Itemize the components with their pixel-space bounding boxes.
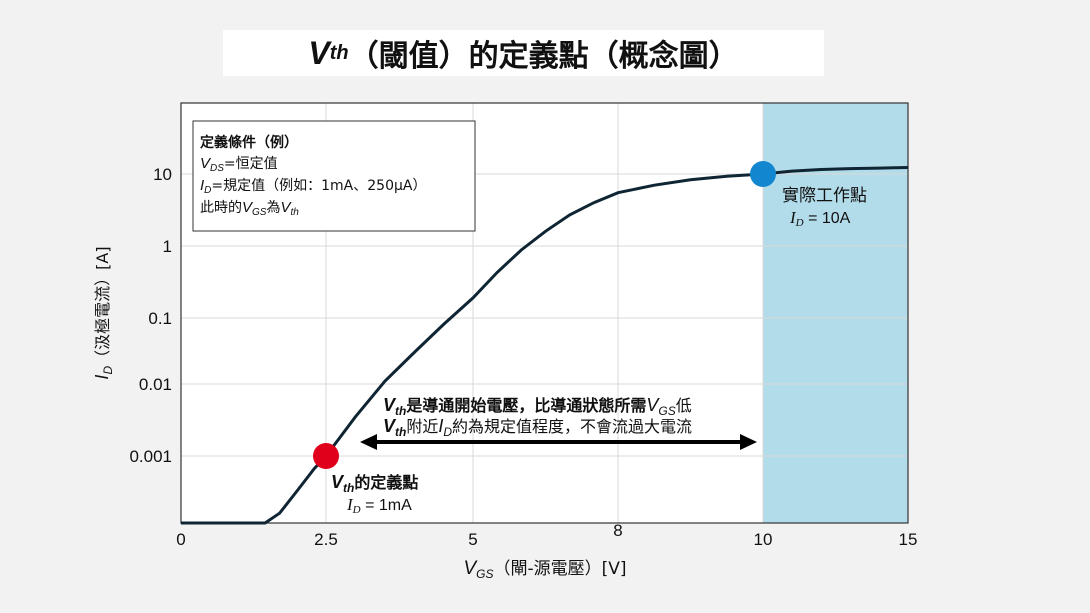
operating-point-label: 實際工作點 — [782, 186, 867, 206]
title-v: V — [308, 34, 330, 71]
id-vgs-curve — [181, 166, 909, 525]
vth-point-label: Vth的定義點 — [331, 472, 418, 495]
y-tick-label-2: 0.1 — [148, 309, 172, 328]
y-tick-label-4: 0.001 — [129, 447, 172, 466]
operating-point-value: ID = 10A — [789, 208, 851, 229]
info-box: 定義條件（例） VDS=恒定值 ID=規定值（例如：1mA、250μA） 此時的… — [192, 120, 476, 232]
x-tick-label-0: 0 — [176, 530, 185, 549]
title-text: （閾值）的定義點（概念圖） — [348, 39, 739, 74]
arrow-head-left — [360, 434, 377, 450]
info-box-frame — [192, 120, 476, 232]
x-tick-label-4: 10 — [754, 530, 773, 549]
x-tick-label-2: 5 — [468, 530, 477, 549]
vth-range-arrow — [360, 434, 757, 450]
y-tick-label-0: 10 — [153, 165, 172, 184]
info-line-vds: VDS=恒定值 — [200, 155, 278, 174]
info-heading: 定義條件（例） — [200, 134, 298, 151]
x-tick-label-5: 15 — [899, 530, 918, 549]
markers — [313, 161, 776, 469]
annotation-line-2: Vth附近ID約為規定值程度，不會流過大電流 — [383, 416, 692, 439]
y-axis-label: ID（汲極電流）[A] — [92, 246, 115, 379]
operating-point-marker — [750, 161, 776, 187]
vth-point-value: ID = 1mA — [346, 495, 412, 516]
x-axis-label: VGS（閘-源電壓）[V] — [463, 558, 626, 581]
y-tick-label-1: 1 — [163, 237, 172, 256]
plot-frame — [180, 102, 909, 524]
arrow-head-right — [740, 434, 757, 450]
title-sub: th — [329, 41, 349, 64]
vth-point-marker — [313, 443, 339, 469]
x-tick-label-1: 2.5 — [314, 530, 338, 549]
operating-region-shade — [763, 103, 908, 523]
y-tick-labels: 10 1 0.1 0.01 0.001 — [129, 165, 172, 466]
info-line-vgs: 此時的VGS為Vth — [200, 199, 299, 218]
x-tick-labels: 0 2.5 5 8 10 15 — [176, 521, 917, 549]
info-line-id: ID=規定值（例如：1mA、250μA） — [200, 177, 426, 196]
y-tick-label-3: 0.01 — [139, 375, 172, 394]
x-tick-label-3: 8 — [613, 521, 622, 540]
annotation-line-1: Vth是導通開始電壓，比導通狀態所需VGS低 — [383, 395, 692, 418]
